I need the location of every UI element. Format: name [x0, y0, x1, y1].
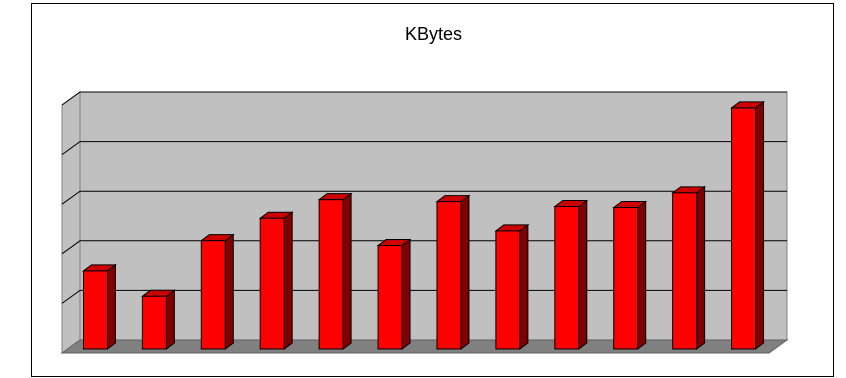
bar — [671, 185, 707, 350]
bar-side — [696, 185, 706, 350]
gridline — [61, 141, 787, 156]
bar-front — [259, 217, 285, 350]
bar-side — [401, 238, 411, 350]
bar-front — [436, 201, 462, 350]
bar-front — [82, 270, 108, 350]
plot-side-wall — [61, 91, 81, 354]
bar-side — [283, 211, 293, 350]
bar-side — [224, 233, 234, 350]
bar-side — [106, 263, 116, 350]
bar — [730, 100, 766, 350]
bar — [494, 223, 530, 350]
bar-chart-3d — [60, 91, 789, 354]
bar — [612, 200, 648, 350]
gridline — [61, 190, 787, 205]
bar — [376, 238, 412, 350]
bar-front — [318, 199, 344, 350]
bar-front — [200, 240, 226, 350]
bar-side — [342, 192, 352, 350]
gridline — [61, 289, 787, 304]
bar — [435, 194, 471, 350]
bar — [81, 263, 117, 350]
bar-front — [672, 192, 698, 350]
bar-side — [637, 200, 647, 350]
bar — [199, 233, 235, 350]
bar-front — [495, 230, 521, 350]
bar-front — [141, 295, 167, 350]
bar-front — [377, 245, 403, 350]
bar-front — [554, 206, 580, 350]
bar-front — [731, 107, 757, 350]
bar — [553, 199, 589, 350]
bar-side — [460, 194, 470, 350]
gridline — [61, 240, 787, 255]
chart-frame: KBytes — [31, 3, 834, 377]
bar-side — [165, 289, 175, 350]
bar-front — [613, 206, 639, 350]
bar-side — [755, 100, 765, 350]
bar — [140, 289, 176, 350]
gridline — [61, 91, 787, 106]
bar — [258, 211, 294, 350]
plot-floor — [60, 339, 789, 354]
bar-side — [578, 199, 588, 350]
bar — [317, 192, 353, 350]
chart-title: KBytes — [404, 24, 463, 44]
bar-side — [519, 223, 529, 350]
